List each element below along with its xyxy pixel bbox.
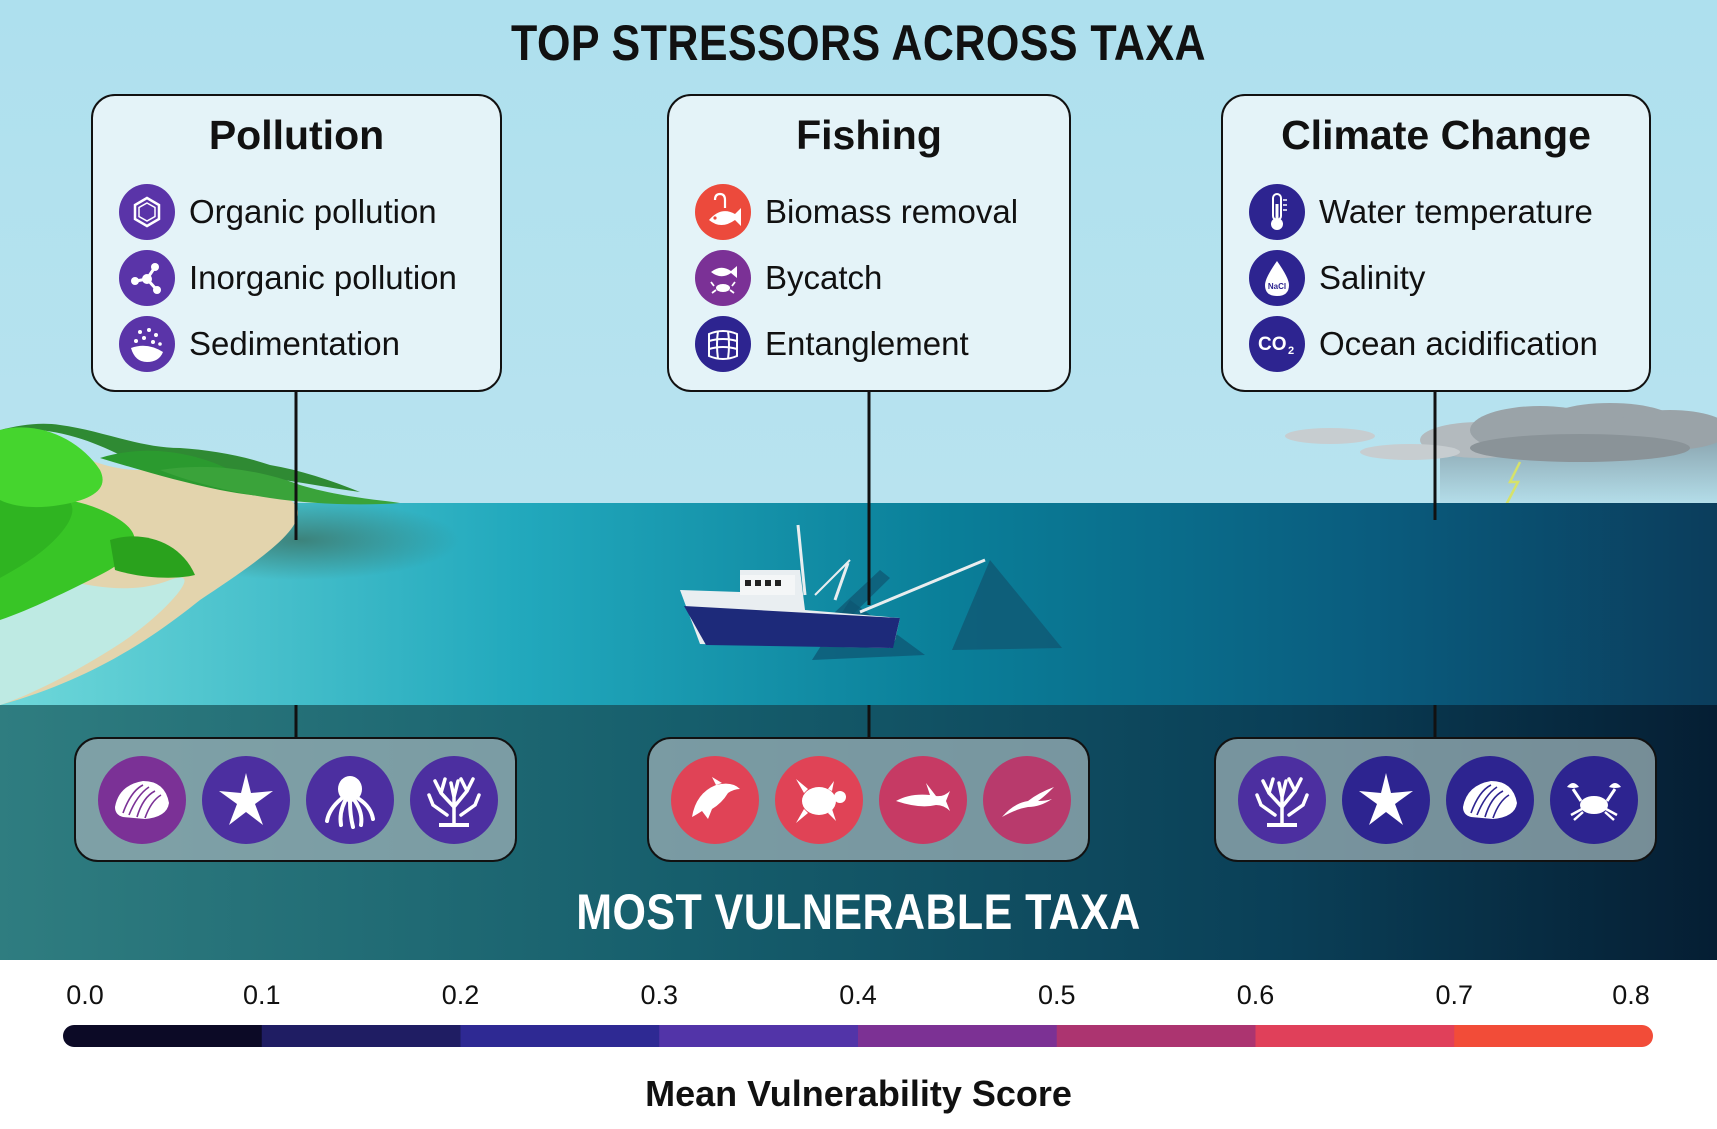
thermometer-icon xyxy=(1249,184,1305,240)
climate-change-title: Climate Change xyxy=(1281,112,1591,158)
colorbar-tick-label: 0.4 xyxy=(839,980,877,1010)
colorbar-segment xyxy=(1454,1025,1653,1047)
stressor-label: Organic pollution xyxy=(189,193,437,230)
colorbar-segment xyxy=(858,1025,1058,1047)
bottom-title: MOST VULNERABLE TAXA xyxy=(576,884,1141,940)
stressor-sedimentation: Sedimentation xyxy=(119,316,400,372)
starfish-icon xyxy=(202,756,290,844)
stressor-organic-pollution: Organic pollution xyxy=(119,184,437,240)
sediment-icon xyxy=(119,316,175,372)
salt-drop-icon: NaCl xyxy=(1249,250,1305,306)
fishing-boat xyxy=(680,524,1062,660)
stressor-bycatch: Bycatch xyxy=(695,250,882,306)
stressor-label: Entanglement xyxy=(765,325,969,362)
stressor-ocean-acidification: CO 2 Ocean acidification xyxy=(1249,316,1598,372)
colorbar-tick-label: 0.5 xyxy=(1037,980,1076,1010)
stressor-biomass-removal: Biomass removal xyxy=(695,184,1018,240)
colorbar-segment xyxy=(1255,1025,1455,1047)
shell-icon xyxy=(1446,756,1534,844)
colorbar-tick-label: 0.7 xyxy=(1435,980,1474,1010)
fishing-title: Fishing xyxy=(796,112,942,158)
octopus-icon xyxy=(306,756,394,844)
climate-change-taxa-box xyxy=(1214,737,1657,862)
stressor-label: Biomass removal xyxy=(765,193,1019,230)
co2-icon: CO 2 xyxy=(1249,316,1305,372)
crab-icon xyxy=(1550,756,1638,844)
stressor-inorganic-pollution: Inorganic pollution xyxy=(119,250,457,306)
coral-icon xyxy=(410,756,498,844)
colorbar-tick-label: 0.0 xyxy=(66,980,104,1010)
climate-change-stressor-box: Climate Change Water temperature NaCl Sa… xyxy=(1221,94,1651,392)
stressor-label: Water temperature xyxy=(1319,193,1593,230)
pollution-stressor-box: Pollution Organic pollution Inorganic po… xyxy=(91,94,502,392)
colorbar-tick-label: 0.3 xyxy=(640,980,679,1010)
coastline xyxy=(0,423,400,705)
hooked-fish-icon xyxy=(695,184,751,240)
stressor-label: Salinity xyxy=(1319,259,1426,296)
colorbar-label: Mean Vulnerability Score xyxy=(645,1073,1072,1114)
coral-icon xyxy=(1238,756,1326,844)
dolphin-icon xyxy=(671,756,759,844)
shark-icon xyxy=(879,756,967,844)
co2-icon-text: CO xyxy=(1258,334,1287,355)
colorbar-segment xyxy=(261,1025,461,1047)
stressor-entanglement: Entanglement xyxy=(695,316,969,372)
colorbar-tick-label: 0.2 xyxy=(441,980,480,1010)
stressor-water-temperature: Water temperature xyxy=(1249,184,1593,240)
pollution-taxa-box xyxy=(74,737,517,862)
colorbar-tick-label: 0.1 xyxy=(242,980,281,1010)
fishing-stressor-box: Fishing Biomass removal Bycatch Entangle… xyxy=(667,94,1071,392)
pollution-title: Pollution xyxy=(208,112,385,158)
colorbar-segment xyxy=(460,1025,660,1047)
colorbar-segment xyxy=(1056,1025,1256,1047)
shell-icon xyxy=(98,756,186,844)
seabird-icon xyxy=(983,756,1071,844)
colorbar-tick-label: 0.8 xyxy=(1612,980,1650,1010)
colorbar-tick-label: 0.6 xyxy=(1236,980,1275,1010)
stressor-label: Bycatch xyxy=(765,259,883,296)
colorbar xyxy=(63,1025,1653,1047)
stressor-salinity: NaCl Salinity xyxy=(1249,250,1425,306)
stressor-label: Ocean acidification xyxy=(1319,325,1598,362)
colorbar-segment xyxy=(659,1025,859,1047)
net-icon xyxy=(695,316,751,372)
fish-and-crab-icon xyxy=(695,250,751,306)
turtle-icon xyxy=(775,756,863,844)
starfish-icon xyxy=(1342,756,1430,844)
top-title: TOP STRESSORS ACROSS TAXA xyxy=(511,15,1206,71)
lightning-icon xyxy=(1504,461,1522,506)
molecule-icon xyxy=(119,250,175,306)
stressor-label: Sedimentation xyxy=(189,325,400,362)
benzene-ring-icon xyxy=(119,184,175,240)
colorbar-segment xyxy=(63,1025,263,1047)
stressor-label: Inorganic pollution xyxy=(189,259,457,296)
co2-icon-subscript: 2 xyxy=(1288,345,1294,357)
fishing-taxa-box xyxy=(647,737,1090,862)
salinity-icon-text: NaCl xyxy=(1268,282,1286,291)
